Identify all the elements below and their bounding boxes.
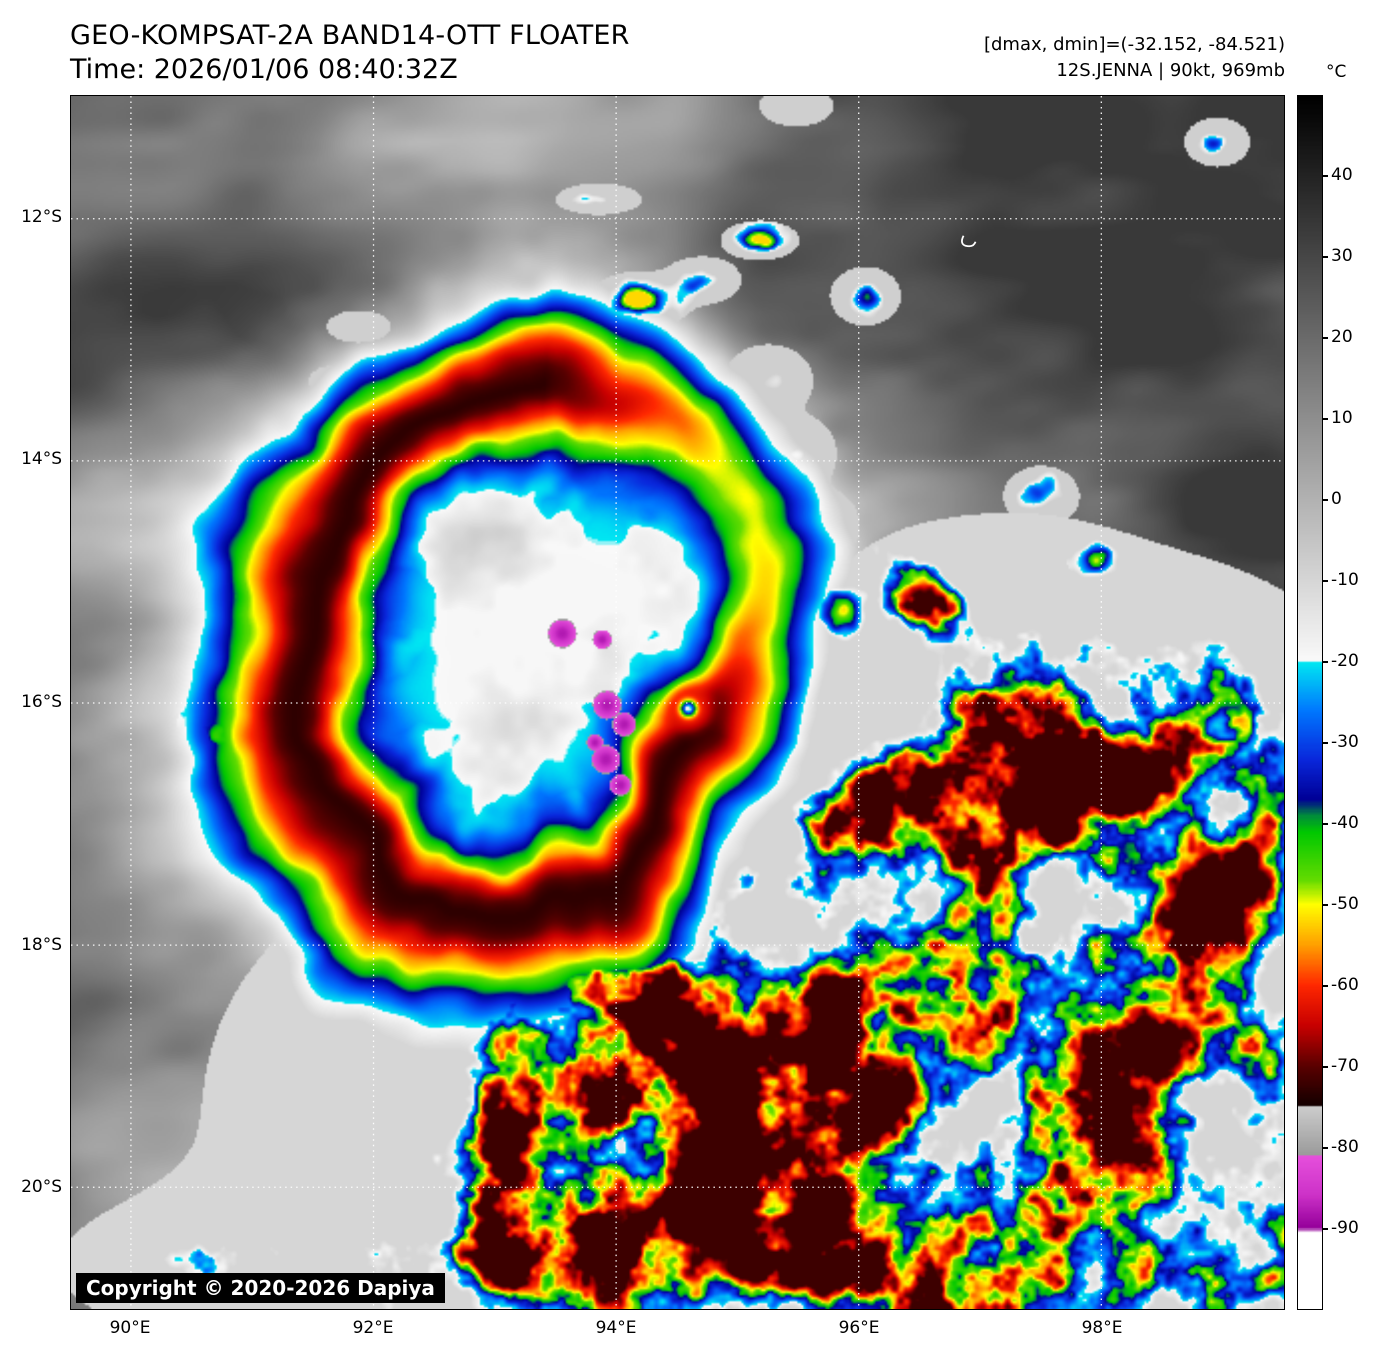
lat-tick-label: 16°S (21, 691, 62, 712)
colorbar-tickmark (1323, 661, 1328, 663)
time-label: Time: 2026/01/06 08:40:32Z (70, 54, 458, 85)
colorbar-unit-label: °C (1326, 62, 1347, 82)
colorbar-tick-label: -10 (1331, 570, 1359, 590)
lon-tick-label: 92°E (352, 1318, 394, 1338)
lat-tick-label: 18°S (21, 934, 62, 955)
header-right: [dmax, dmin]=(-32.152, -84.521) 12S.JENN… (984, 32, 1285, 84)
colorbar-tick-label: -30 (1331, 732, 1359, 752)
colorbar-tick-label: -20 (1331, 651, 1359, 671)
colorbar-tickmark (1323, 823, 1328, 825)
colorbar-tick-label: 40 (1331, 165, 1353, 185)
satellite-map: Copyright © 2020-2026 Dapiya (70, 95, 1285, 1310)
dmax-dmin-label: [dmax, dmin]=(-32.152, -84.521) (983, 34, 1285, 55)
lon-tick-label: 94°E (595, 1318, 637, 1338)
colorbar-tickmark (1323, 499, 1328, 501)
colorbar-tick-label: 0 (1331, 489, 1342, 509)
colorbar-tickmark (1323, 1066, 1328, 1068)
colorbar-tickmark (1323, 742, 1328, 744)
colorbar-tickmark (1323, 175, 1328, 177)
colorbar (1297, 95, 1323, 1310)
colorbar-tickmark (1323, 256, 1328, 258)
colorbar-tick-label: -60 (1331, 975, 1359, 995)
colorbar-tickmark (1323, 985, 1328, 987)
lat-tick-label: 14°S (21, 449, 62, 470)
colorbar-tickmark (1323, 580, 1328, 582)
colorbar-tick-label: -70 (1331, 1056, 1359, 1076)
colorbar-tick-label: 10 (1331, 408, 1353, 428)
product-title: GEO-KOMPSAT-2A BAND14-OTT FLOATER (70, 20, 630, 51)
colorbar-tickmark (1323, 1147, 1328, 1149)
lon-tick-label: 90°E (109, 1318, 151, 1338)
island-outline (961, 235, 977, 248)
lat-tick-label: 20°S (21, 1177, 62, 1197)
colorbar-tickmark (1323, 418, 1328, 420)
colorbar-tickmark (1323, 904, 1328, 906)
colorbar-tick-label: -80 (1331, 1137, 1359, 1157)
colorbar-tick-label: 30 (1331, 246, 1353, 266)
lon-tick-label: 98°E (1081, 1318, 1123, 1338)
colorbar-tick-label: -90 (1331, 1218, 1359, 1238)
lat-tick-label: 12°S (21, 206, 62, 227)
storm-info-label: 12S.JENNA | 90kt, 969mb (1056, 60, 1285, 82)
lon-tick-label: 96°E (838, 1318, 880, 1338)
header-left: GEO-KOMPSAT-2A BAND14-OTT FLOATER Time: … (70, 20, 630, 85)
colorbar-tick-label: -50 (1331, 894, 1359, 914)
colorbar-tick-label: -40 (1331, 813, 1359, 833)
colorbar-tickmark (1323, 337, 1328, 339)
colorbar-tickmark (1323, 1228, 1328, 1230)
colorbar-tick-label: 20 (1331, 327, 1353, 347)
grid-overlay (71, 96, 1284, 1309)
copyright-badge: Copyright © 2020-2026 Dapiya (76, 1273, 445, 1303)
